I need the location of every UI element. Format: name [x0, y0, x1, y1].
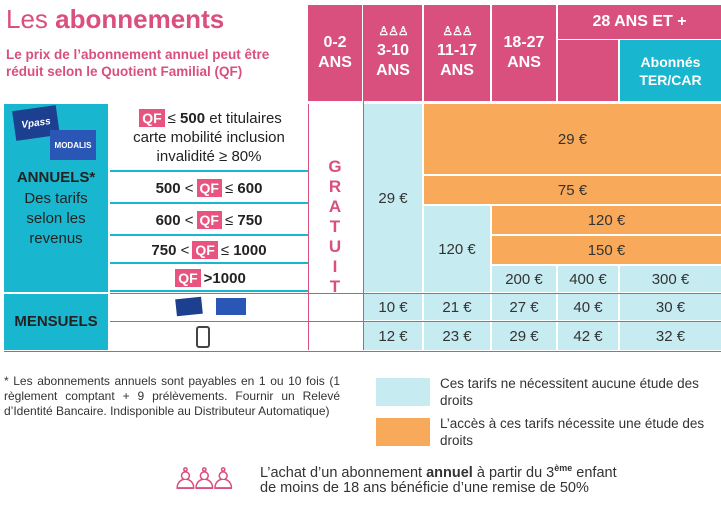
- legend-orange-text: L’accès à ces tarifs nécessite une étude…: [440, 416, 705, 448]
- mensuel-2-3-10: 12 €: [364, 322, 422, 350]
- header-ter-car: Abonnés TER/CAR: [620, 40, 721, 101]
- qf-row-1: QF ≤ 500 et titulaires carte mobilité inc…: [110, 104, 308, 172]
- grid-line: [110, 321, 721, 322]
- price-row-4: 150 €: [492, 236, 721, 264]
- annuels-desc-1: Des tarifs: [24, 190, 88, 207]
- qf-row-4: 750 < QF ≤ 1000: [110, 238, 308, 264]
- price-3-10-annual: 29 €: [364, 104, 422, 292]
- annuels-label: ANNUELS*: [16, 169, 96, 186]
- vpass-card-small: [175, 296, 203, 317]
- header-18-27: 18-27 ANS: [492, 5, 556, 101]
- legend-orange-swatch: [376, 418, 430, 446]
- price-row5-28: 400 €: [558, 266, 618, 292]
- mensuels-label: MENSUELS: [14, 313, 98, 330]
- mensuel-1-3-10: 10 €: [364, 294, 422, 320]
- mensuel-2-11-17: 23 €: [424, 322, 490, 350]
- price-row5-ter: 300 €: [620, 266, 721, 292]
- mensuel-2-18-27: 29 €: [492, 322, 556, 350]
- header-3-10: ♙♙♙ 3-10 ANS: [364, 5, 422, 101]
- header-0-2: 0-2 ANS: [308, 5, 362, 101]
- price-row-2: 75 €: [424, 176, 721, 204]
- price-11-17-annual: 120 €: [424, 206, 490, 292]
- grid-line: [308, 104, 309, 350]
- left-divider: [4, 292, 108, 294]
- header-28-plus-body: [558, 40, 618, 101]
- children-icon: ♙♙♙: [378, 24, 408, 38]
- mensuel-1-28: 40 €: [558, 294, 618, 320]
- teens-icon: ♙♙♙: [442, 24, 472, 38]
- legend-blue-swatch: [376, 378, 430, 406]
- mensuel-1-ter: 30 €: [620, 294, 721, 320]
- grid-line: [110, 293, 721, 294]
- grid-line: [363, 5, 364, 350]
- annuels-desc-2: selon les: [26, 210, 86, 227]
- header-11-17: ♙♙♙ 11-17 ANS: [424, 5, 490, 101]
- family-icon: ♙♙♙: [172, 463, 237, 496]
- promo-line-1: L’achat d’un abonnement annuel à partir …: [260, 463, 617, 481]
- grid-line: [4, 351, 721, 352]
- price-row-1: 29 €: [424, 104, 721, 174]
- header-28-plus: 28 ANS ET +: [558, 5, 721, 39]
- modalis-card-small: [216, 298, 246, 315]
- price-row-3: 120 €: [492, 206, 721, 234]
- mensuel-1-18-27: 27 €: [492, 294, 556, 320]
- page-subtitle: Le prix de l’abonnement annuel peut être…: [6, 47, 270, 79]
- mensuel-2-28: 42 €: [558, 322, 618, 350]
- mensuel-2-ter: 32 €: [620, 322, 721, 350]
- page-title: Les abonnements: [6, 4, 225, 34]
- qf-row-5: QF >1000: [110, 266, 308, 292]
- footnote: * Les abonnements annuels sont payables …: [4, 374, 340, 418]
- annuels-desc-3: revenus: [29, 230, 83, 247]
- price-row5-18-27: 200 €: [492, 266, 556, 292]
- legend-blue-text: Ces tarifs ne nécessitent aucune étude d…: [440, 376, 699, 408]
- qf-row-2: 500 < QF ≤ 600: [110, 174, 308, 204]
- mensuel-1-11-17: 21 €: [424, 294, 490, 320]
- promo-line-2: de moins de 18 ans bénéficie d’une remis…: [260, 480, 589, 496]
- modalis-card: MODALIS: [50, 130, 96, 160]
- phone-icon: [196, 326, 210, 348]
- qf-row-3: 600 < QF ≤ 750: [110, 206, 308, 236]
